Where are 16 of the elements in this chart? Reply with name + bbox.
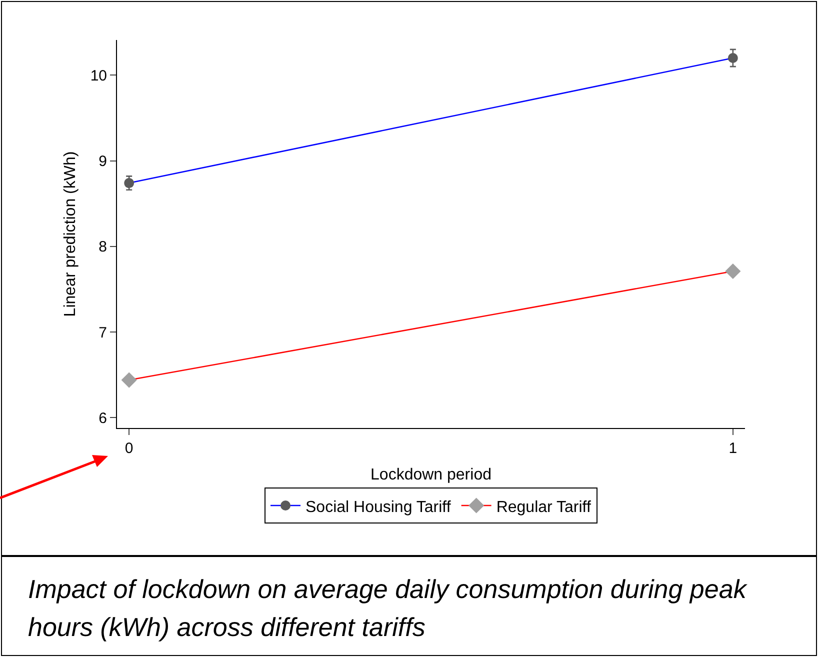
x-tick-label: 1 (728, 440, 738, 457)
legend-label: Social Housing Tariff (306, 498, 452, 516)
y-tick-label: 9 (98, 153, 107, 170)
y-tick-label: 10 (90, 67, 107, 84)
point (725, 263, 741, 280)
y-tick-label: 6 (98, 410, 107, 427)
y-axis-title: Linear prediction (kWh) (62, 151, 80, 317)
y-tick-label: 8 (98, 238, 107, 256)
point (124, 178, 134, 188)
x-tick-label: 0 (124, 440, 134, 457)
point (728, 52, 738, 63)
legend-label: Regular Tariff (496, 498, 592, 516)
text: Impact of lockdown on average daily consumption during peak hours (kWh) across different tariffs (28, 573, 748, 644)
point (121, 372, 137, 388)
y-tick-label: 7 (98, 324, 107, 342)
x-axis-title: Lockdown period (370, 466, 492, 484)
